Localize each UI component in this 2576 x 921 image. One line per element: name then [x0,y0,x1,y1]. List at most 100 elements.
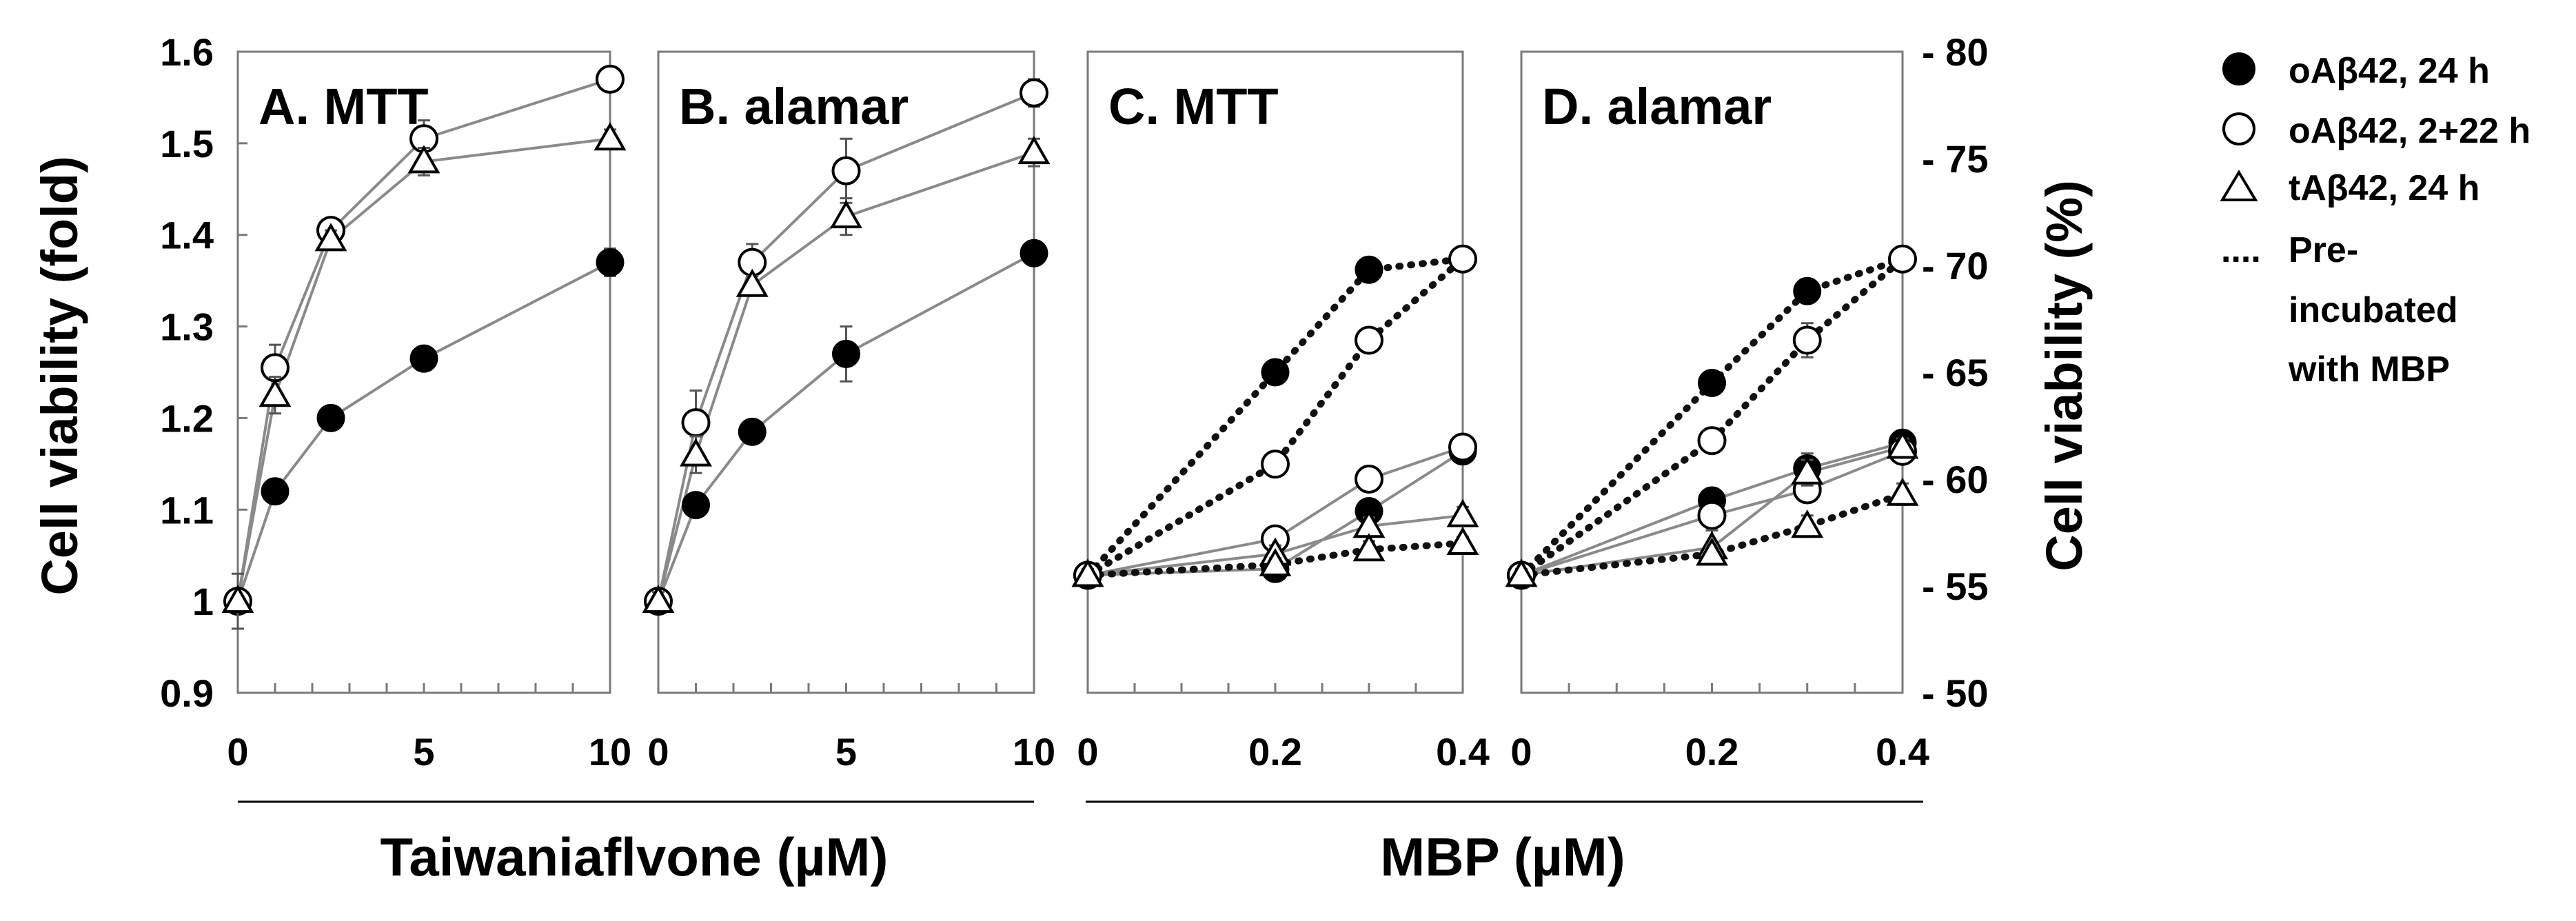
x-tick-label: 0 [227,730,248,773]
panel-0: A. MTT 0 5 10 0.9 1 1.1 1.2 1.3 1.4 1.5 1.6 [160,30,631,773]
x-tick-label: 0.4 [1436,730,1490,773]
data-point-filled-circle [261,477,290,506]
series-line [1084,255,1466,579]
panels-layer: A. MTT 0 5 10 0.9 1 1.1 1.2 1.3 1.4 1.5 1.6 B. alama… [160,30,1988,773]
series-line [1086,514,1464,577]
x-tick-label: 0.2 [1685,730,1739,773]
data-point-open-circle [1448,244,1477,274]
x-tick-label: 10 [589,730,631,773]
data-point-filled-circle [682,491,710,520]
data-point-filled-circle [1355,255,1383,284]
data-point-open-triangle [221,585,254,614]
x-tick-label: 0.4 [1876,730,1929,773]
data-point-open-triangle [407,145,440,174]
y2-tick-label: - 70 [1922,244,1989,287]
y2-tick-label: - 80 [1922,30,1989,74]
data-point-open-triangle [642,585,675,614]
series-line [1086,445,1464,577]
data-point-open-triangle [830,200,862,229]
x-tick-label: 5 [835,730,857,773]
data-point-open-circle [1355,465,1383,494]
data-point-open-circle [1888,244,1917,274]
x-tick-label: 5 [413,730,434,773]
data-point-filled-circle [1020,239,1048,267]
open-triangle-marker-icon [2220,170,2258,201]
data-point-filled-circle [1698,369,1726,397]
legend-label: oAβ42, 2+22 h [2289,111,2531,151]
data-point-open-triangle [594,122,627,151]
data-point-open-triangle [1791,456,1824,485]
series-line [1518,255,1906,579]
data-point-open-circle [1448,432,1477,462]
x-tick-label: 0 [1510,730,1532,773]
y2-tick-label: - 60 [1922,458,1989,501]
series-line [657,252,1035,603]
x-tick-label: 10 [1013,730,1055,773]
data-point-open-triangle [1446,526,1479,555]
data-point-open-triangle [1071,558,1104,587]
y2-tick-label: - 75 [1922,137,1989,181]
data-point-open-circle [596,64,625,94]
data-point-open-triangle [314,223,347,252]
series-line [1084,255,1466,579]
panel-1: B. alamar 0 5 10 [642,50,1055,773]
data-point-filled-circle [1793,276,1822,305]
data-point-filled-circle [1261,358,1290,387]
panel-title: B. alamar [679,78,909,135]
legend-label-line1: Pre- [2289,230,2358,270]
legend-item-tabeta-24h: tAβ42, 24 h [2220,168,2479,208]
y-tick-label: 1.4 [160,214,214,257]
data-point-open-circle [681,408,711,438]
legend-label: tAβ42, 24 h [2289,168,2479,208]
data-point-open-triangle [1017,136,1051,165]
group-label-taiwaniaflavone: Taiwaniaflvone (µM) [381,827,889,887]
data-point-filled-circle [832,339,860,368]
data-point-open-circle [1261,449,1290,479]
data-point-open-triangle [1696,537,1728,566]
y-tick-label: 1.6 [160,30,214,74]
y2-tick-label: - 55 [1922,565,1989,608]
data-point-open-circle [1355,325,1383,355]
legend-item-preincubated: .... Pre- incubated with MBP [2221,230,2458,389]
data-point-open-triangle [1352,533,1386,562]
legend-item-oabeta-24h: oAβ42, 24 h [2222,51,2490,91]
data-point-open-circle [1697,426,1727,456]
dotted-line-marker: .... [2221,230,2261,270]
x-tick-label: 0.2 [1248,730,1302,773]
y2-tick-label: - 65 [1922,351,1989,394]
right-axis-title: Cell viability (%) [2036,180,2093,571]
open-circle-marker-icon [2222,112,2255,145]
data-point-open-triangle [1886,477,1919,506]
y-tick-label: 1.5 [160,122,214,165]
data-point-open-circle [1697,500,1727,530]
y-tick-label: 1.1 [160,488,214,532]
data-point-open-triangle [1791,509,1824,538]
y-tick-label: 1.2 [160,396,214,440]
x-tick-label: 0 [1077,730,1098,773]
panel-3: D. alamar 0 0.2 0.4 - 50 - 55 - 60 - 65 - 70 - 75… [1505,30,1989,773]
series-line [1518,490,1906,579]
series-line [1520,441,1904,577]
panel-title: A. MTT [258,78,429,135]
y2-tick-label: - 50 [1922,671,1989,715]
series-line [1084,540,1466,579]
legend-label: oAβ42, 24 h [2289,51,2490,91]
legend-label-line3: with MBP [2288,350,2450,389]
panel-2: C. MTT 0 0.2 0.4 [1071,50,1490,773]
legend-label-line2: incubated [2289,290,2458,330]
data-point-open-circle [831,156,861,185]
legend-item-oabeta-2-22h: oAβ42, 2+22 h [2222,111,2531,151]
data-point-open-triangle [1505,558,1538,587]
series-line [1518,255,1906,579]
x-tick-label: 0 [647,730,669,773]
data-point-open-circle [1020,78,1048,108]
series-line [236,261,611,603]
group-label-mbp: MBP (µM) [1380,827,1625,887]
left-axis-title: Cell viability (fold) [31,156,88,595]
filled-circle-marker-icon [2222,52,2255,85]
y-tick-label: 1.3 [160,305,214,349]
panel-title: D. alamar [1542,78,1772,135]
data-point-filled-circle [738,417,767,446]
